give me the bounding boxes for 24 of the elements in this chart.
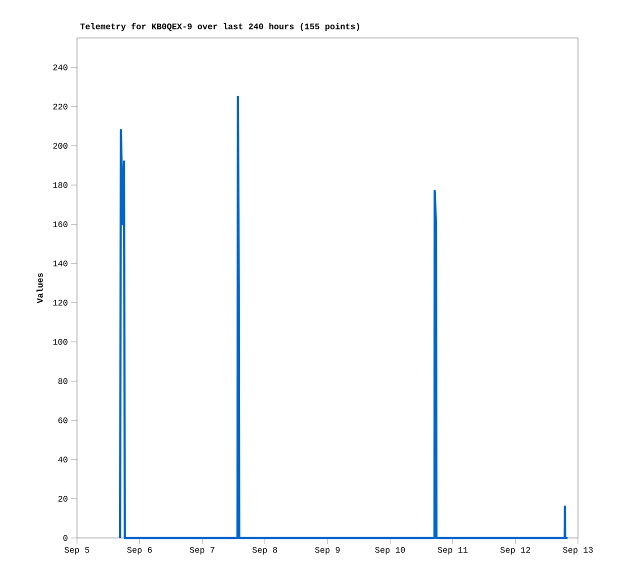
y-tick-label: 120 — [53, 300, 68, 306]
y-tick-label: 220 — [53, 104, 68, 110]
y-tick-label: 80 — [58, 378, 68, 384]
y-tick-label: 60 — [58, 417, 68, 424]
x-tick-label: Sep 11 — [438, 547, 468, 554]
y-tick-label: 20 — [58, 496, 68, 502]
y-tick-label: 200 — [53, 142, 68, 149]
y-tick-label: 0 — [63, 535, 68, 541]
y-tick-label: 240 — [53, 64, 68, 70]
y-tick-label: 160 — [53, 221, 68, 228]
x-tick-label: Sep 5 — [64, 547, 90, 554]
x-tick-label: Sep 12 — [500, 547, 530, 554]
y-tick-label: 180 — [53, 182, 68, 188]
x-tick-label: Sep 9 — [315, 547, 340, 554]
x-tick-label: Sep 10 — [375, 547, 405, 554]
y-axis-title: Values — [36, 273, 43, 304]
chart-title: Telemetry for KB0QEX-9 over last 240 hours (155 points) — [80, 22, 360, 31]
y-tick-label: 140 — [53, 260, 68, 266]
y-tick-label: 100 — [53, 339, 68, 345]
x-tick-label: Sep 6 — [127, 547, 152, 554]
x-tick-label: Sep 13 — [563, 547, 593, 554]
x-tick-label: Sep 7 — [190, 547, 214, 554]
y-tick-label: 40 — [58, 456, 68, 462]
x-tick-label: Sep 8 — [252, 547, 278, 554]
